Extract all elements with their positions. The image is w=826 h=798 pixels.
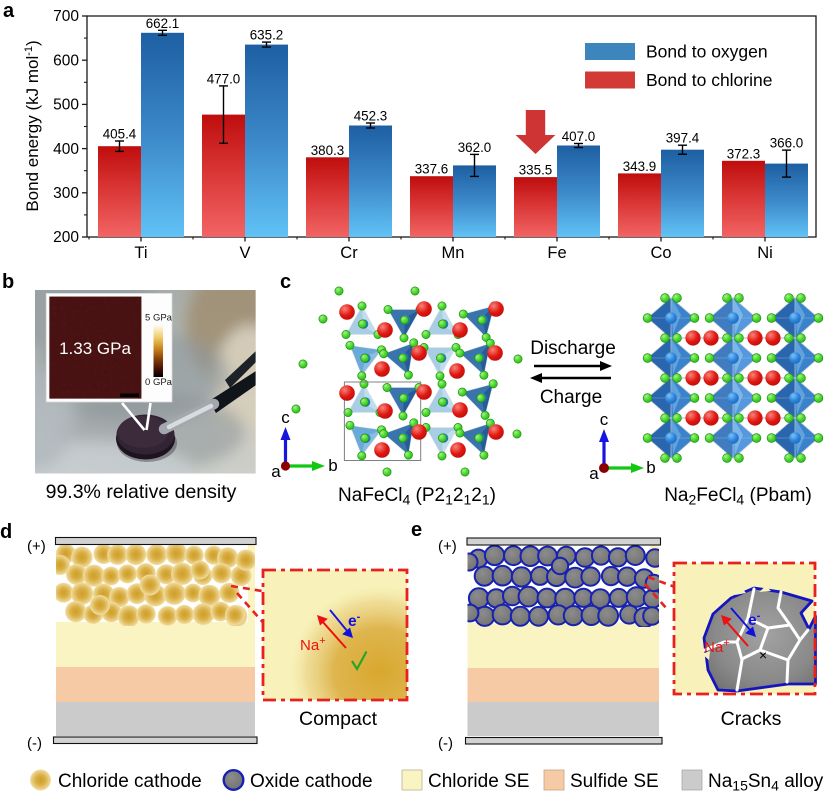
- svg-text:b: b: [2, 271, 14, 293]
- svg-text:Mn: Mn: [442, 244, 465, 262]
- svg-text:500: 500: [53, 97, 79, 114]
- svg-text:Ni: Ni: [757, 244, 773, 262]
- svg-text:Na15Sn4 alloy: Na15Sn4 alloy: [708, 771, 824, 793]
- svg-text:Fe: Fe: [547, 244, 566, 262]
- svg-text:300: 300: [53, 185, 79, 202]
- svg-text:NaFeCl4 (P212121): NaFeCl4 (P212121): [338, 485, 496, 508]
- svg-text:d: d: [0, 521, 12, 543]
- svg-text:b: b: [328, 456, 337, 475]
- svg-text:Bond energy (kJ mol-1): Bond energy (kJ mol-1): [23, 40, 42, 211]
- svg-text:Co: Co: [650, 244, 671, 262]
- svg-text:99.3% relative density: 99.3% relative density: [46, 481, 237, 503]
- svg-text:Compact: Compact: [299, 708, 378, 730]
- svg-text:(-): (-): [438, 735, 453, 752]
- svg-text:400: 400: [53, 141, 79, 158]
- svg-text:407.0: 407.0: [562, 129, 596, 144]
- svg-text:b: b: [646, 458, 655, 477]
- svg-text:397.4: 397.4: [666, 131, 700, 146]
- svg-text:a: a: [589, 464, 599, 483]
- svg-text:600: 600: [53, 52, 79, 69]
- svg-text:Charge: Charge: [540, 387, 602, 408]
- svg-text:c: c: [600, 410, 609, 429]
- svg-text:Cr: Cr: [340, 244, 358, 262]
- svg-text:1.33 GPa: 1.33 GPa: [59, 339, 131, 358]
- svg-text:343.9: 343.9: [623, 159, 657, 174]
- svg-text:a: a: [271, 462, 281, 481]
- svg-text:V: V: [239, 244, 250, 262]
- svg-text:Cracks: Cracks: [721, 708, 782, 730]
- svg-text:380.3: 380.3: [311, 143, 345, 158]
- svg-text:452.3: 452.3: [354, 109, 388, 124]
- svg-text:477.0: 477.0: [207, 71, 241, 86]
- svg-text:Oxide cathode: Oxide cathode: [250, 771, 373, 792]
- svg-text:Chloride cathode: Chloride cathode: [58, 771, 202, 792]
- svg-text:700: 700: [53, 8, 79, 25]
- svg-text:Ti: Ti: [134, 244, 147, 262]
- svg-text:(+): (+): [438, 538, 457, 555]
- svg-text:366.0: 366.0: [770, 136, 804, 151]
- svg-text:Bond to chlorine: Bond to chlorine: [646, 70, 772, 90]
- svg-text:335.5: 335.5: [519, 163, 553, 178]
- svg-text:0 GPa: 0 GPa: [145, 377, 173, 388]
- svg-text:(-): (-): [27, 735, 42, 752]
- svg-text:c: c: [281, 408, 290, 427]
- svg-text:Discharge: Discharge: [530, 338, 616, 359]
- svg-text:c: c: [280, 271, 291, 293]
- svg-text:362.0: 362.0: [458, 140, 492, 155]
- svg-text:Sulfide SE: Sulfide SE: [570, 771, 659, 792]
- svg-text:662.1: 662.1: [146, 16, 180, 31]
- svg-text:e: e: [411, 519, 422, 541]
- svg-text:635.2: 635.2: [250, 28, 284, 43]
- svg-text:5 GPa: 5 GPa: [145, 313, 173, 324]
- svg-text:Chloride SE: Chloride SE: [428, 771, 529, 792]
- svg-text:200: 200: [53, 229, 79, 246]
- svg-text:a: a: [3, 0, 15, 22]
- svg-text:405.4: 405.4: [103, 127, 137, 142]
- svg-text:337.6: 337.6: [415, 162, 449, 177]
- svg-text:Na2FeCl4 (Pbam): Na2FeCl4 (Pbam): [664, 485, 812, 508]
- svg-text:Bond to oxygen: Bond to oxygen: [646, 42, 768, 62]
- svg-text:×: ×: [759, 647, 767, 663]
- svg-text:372.3: 372.3: [727, 146, 761, 161]
- svg-text:(+): (+): [27, 538, 46, 555]
